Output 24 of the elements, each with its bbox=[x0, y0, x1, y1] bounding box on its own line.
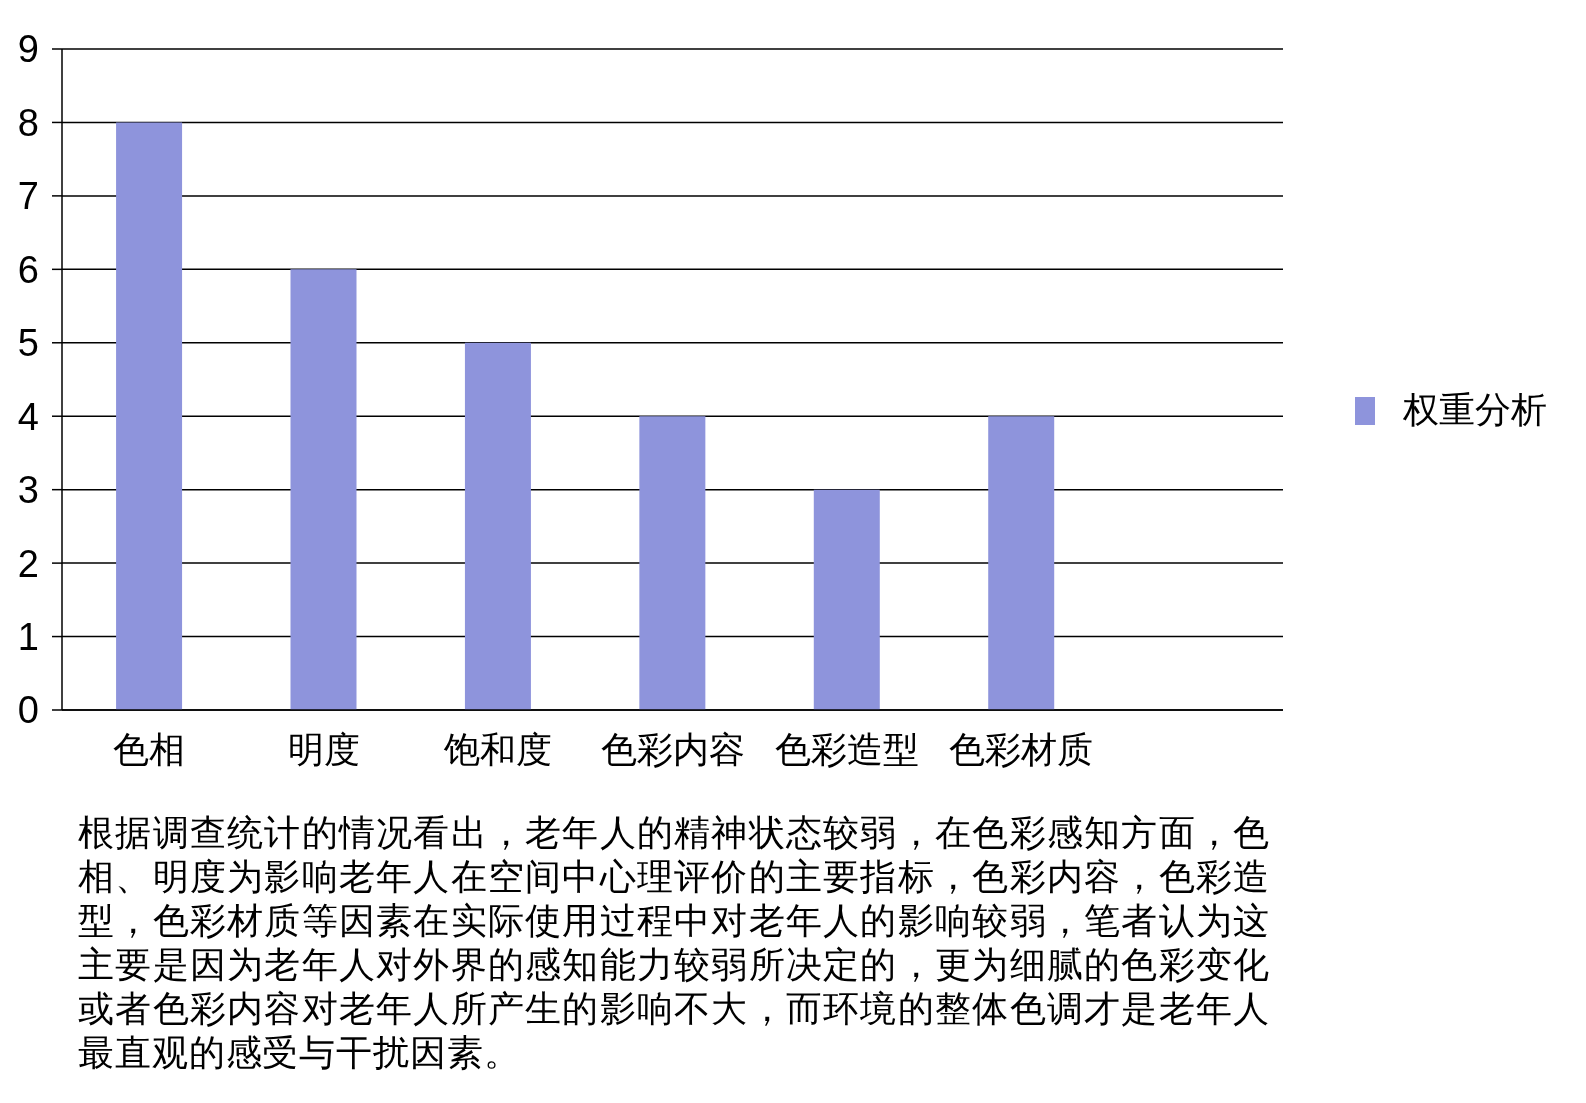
y-tick-label: 9 bbox=[17, 28, 39, 71]
y-tick-label: 8 bbox=[17, 101, 39, 144]
y-tick-label: 3 bbox=[17, 469, 39, 512]
bar bbox=[813, 489, 880, 710]
x-tick-label: 色彩内容 bbox=[600, 729, 745, 770]
x-tick-label: 色相 bbox=[113, 729, 186, 770]
y-tick-label: 6 bbox=[17, 248, 39, 291]
y-tick-label: 1 bbox=[17, 616, 39, 659]
x-tick-label: 色彩造型 bbox=[774, 729, 919, 770]
x-tick-label: 色彩材质 bbox=[949, 729, 1094, 770]
y-tick-label: 0 bbox=[17, 689, 39, 732]
legend-label: 权重分析 bbox=[1403, 389, 1547, 432]
x-tick-label: 明度 bbox=[287, 729, 360, 770]
y-tick-label: 7 bbox=[17, 175, 39, 218]
y-tick-label: 4 bbox=[17, 395, 39, 438]
x-tick-label: 饱和度 bbox=[443, 729, 553, 770]
bar bbox=[116, 122, 183, 710]
bar bbox=[988, 416, 1055, 710]
bar bbox=[464, 342, 531, 710]
y-tick-label: 5 bbox=[17, 322, 39, 365]
bar bbox=[639, 416, 706, 710]
y-tick-label: 2 bbox=[17, 542, 39, 585]
text: 根据调查统计的情况看出，老年人的精神状态较弱，在色彩感知方面，色相、明度为影响老年人在空间中心理评价的主要指标，色彩内容，色彩造型，色彩材质等因素在实际使用过程中对老年人的影响较弱，笔者认为这主要是因为老年人对外界的感知能力较弱所决定的，更为细腻的色彩变化或者色彩内容对老年人所产生的影响不大，而环境的整体色调才是老年人最直观的感受与干扰因素。 bbox=[78, 812, 1270, 1075]
bar bbox=[290, 269, 357, 710]
